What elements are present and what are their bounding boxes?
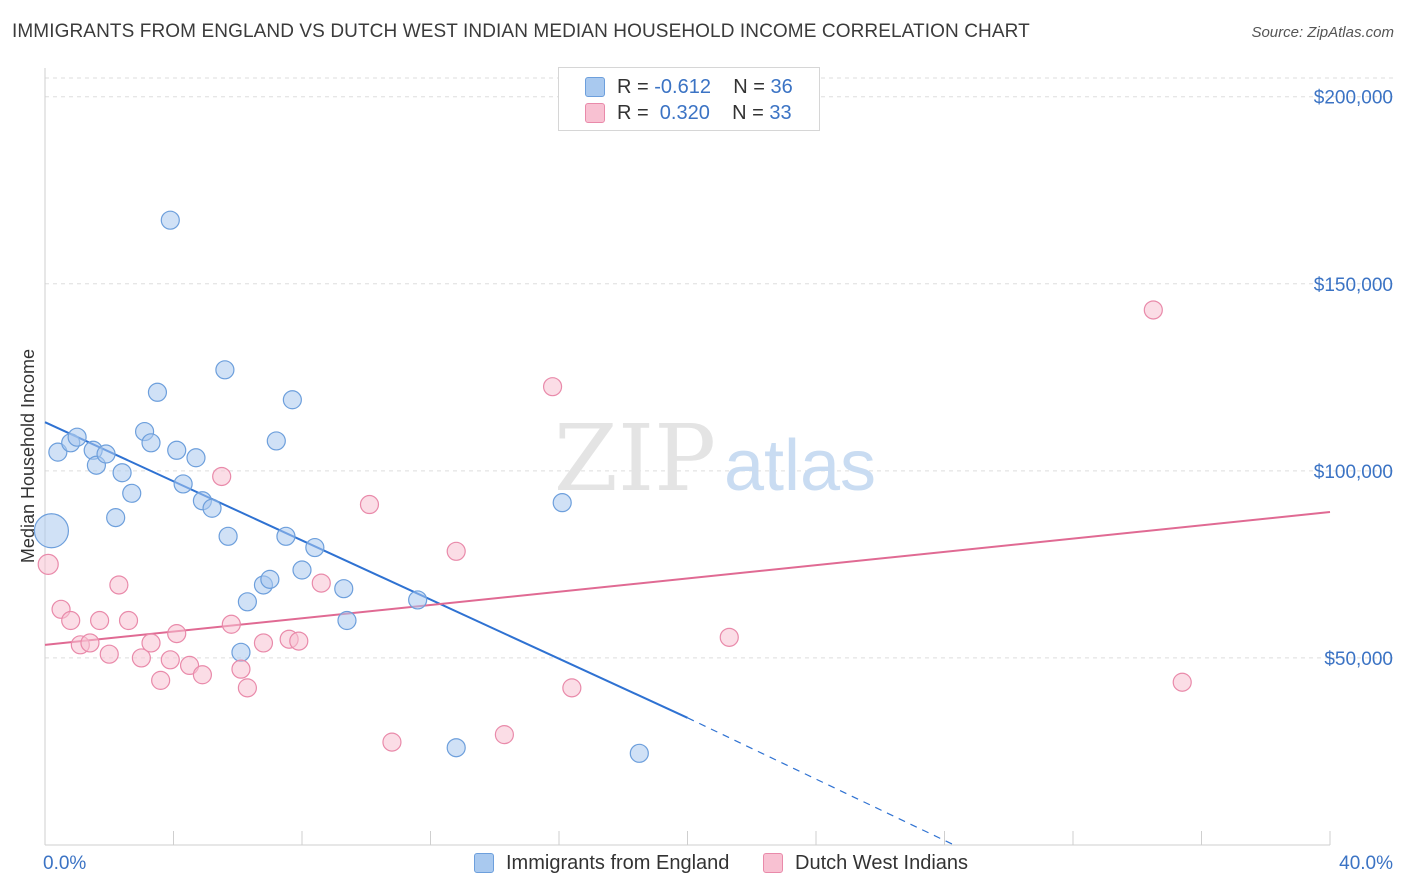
point-dutch — [231, 659, 251, 679]
point-dutch — [151, 670, 171, 690]
point-dutch — [221, 614, 241, 634]
legend-swatch-dutch — [585, 103, 605, 123]
point-dutch — [109, 575, 129, 595]
bottom-legend-label-england: Immigrants from England — [506, 852, 730, 874]
point-england — [334, 579, 354, 599]
point-dutch — [719, 627, 739, 647]
point-dutch — [237, 678, 257, 698]
point-dutch — [80, 633, 100, 653]
watermark-atlas: atlas — [724, 426, 876, 506]
point-england — [160, 210, 180, 230]
y-tick-label: $150,000 — [1314, 275, 1393, 296]
point-england — [167, 440, 187, 460]
point-dutch — [494, 725, 514, 745]
trend-line-england-extension — [687, 717, 955, 846]
point-england — [446, 738, 466, 758]
point-dutch — [1143, 300, 1163, 320]
point-dutch — [192, 665, 213, 685]
point-england — [33, 513, 70, 549]
point-england — [106, 508, 126, 528]
correlation-legend: R = -0.612 N = 36 R = 0.320 N = 33 — [558, 67, 820, 131]
trend-lines — [44, 421, 1331, 846]
watermark-zip: ZIP — [554, 405, 716, 512]
point-dutch — [212, 466, 232, 487]
y-tick-label: $100,000 — [1314, 462, 1393, 483]
point-england — [305, 537, 325, 558]
legend-n-label: N = — [732, 102, 770, 124]
legend-r-value: 0.320 — [654, 102, 710, 124]
point-dutch — [179, 655, 200, 676]
point-dutch — [90, 610, 110, 631]
point-dutch — [359, 494, 380, 515]
bottom-legend-label-dutch: Dutch West Indians — [795, 852, 969, 874]
point-dutch — [1172, 672, 1192, 692]
point-england — [218, 526, 238, 546]
point-england — [408, 590, 428, 610]
point-england — [266, 431, 286, 451]
point-england — [260, 569, 280, 589]
point-england — [141, 433, 161, 453]
legend-r-value: -0.612 — [654, 76, 711, 98]
point-england — [215, 360, 235, 380]
y-axis-label: Median Household Income — [18, 349, 38, 563]
point-dutch — [160, 650, 180, 670]
trend-line-dutch — [44, 511, 1331, 646]
data-points — [33, 210, 1192, 763]
point-dutch — [382, 732, 402, 752]
point-dutch — [289, 631, 309, 651]
point-dutch — [118, 610, 139, 631]
point-england — [282, 390, 302, 410]
point-england — [48, 442, 68, 462]
point-england — [67, 427, 87, 447]
point-dutch — [99, 644, 119, 664]
point-dutch — [542, 377, 563, 397]
point-england — [202, 498, 222, 518]
legend-n-value: 33 — [769, 102, 792, 124]
point-england — [231, 642, 251, 662]
point-england — [629, 743, 649, 763]
x-tick-label: 40.0% — [1339, 853, 1393, 874]
x-tick-labels: 0.0% 40.0% — [43, 853, 1393, 874]
source-credit: Source: ZipAtlas.com — [1251, 24, 1394, 41]
legend-n-label: N = — [733, 76, 771, 98]
point-england — [173, 474, 193, 494]
point-england — [122, 483, 142, 503]
point-dutch — [37, 553, 59, 575]
point-england — [337, 610, 357, 631]
axes — [44, 68, 1331, 846]
y-tick-label: $50,000 — [1324, 649, 1393, 670]
point-england — [96, 444, 116, 464]
y-tick-label: $200,000 — [1314, 88, 1393, 109]
trend-line-england — [44, 421, 688, 719]
point-dutch — [131, 648, 151, 668]
legend-n-value: 36 — [770, 76, 793, 98]
point-dutch — [562, 678, 582, 698]
point-england — [237, 592, 257, 612]
point-england — [186, 448, 206, 468]
point-england — [112, 463, 132, 483]
point-dutch — [311, 573, 331, 593]
point-dutch — [446, 541, 466, 561]
point-england — [276, 526, 296, 546]
legend-r-label: R = — [617, 76, 655, 98]
x-tick-label: 0.0% — [43, 853, 86, 874]
grid-lines — [45, 77, 1395, 659]
point-dutch — [141, 633, 161, 653]
legend-r-label: R = — [617, 102, 655, 124]
point-england — [147, 382, 168, 402]
point-dutch — [61, 610, 81, 631]
bottom-legend-swatch-dutch — [763, 853, 783, 873]
bottom-legend-swatch-england — [474, 853, 494, 873]
point-dutch — [253, 633, 274, 653]
point-england — [292, 560, 312, 580]
point-dutch — [167, 624, 187, 644]
chart-title: IMMIGRANTS FROM ENGLAND VS DUTCH WEST IN… — [12, 21, 1030, 42]
watermark: ZIP atlas — [554, 405, 876, 512]
legend-swatch-england — [585, 77, 605, 97]
y-tick-labels: $50,000 $100,000 $150,000 $200,000 — [1314, 88, 1393, 670]
point-england — [552, 493, 572, 513]
